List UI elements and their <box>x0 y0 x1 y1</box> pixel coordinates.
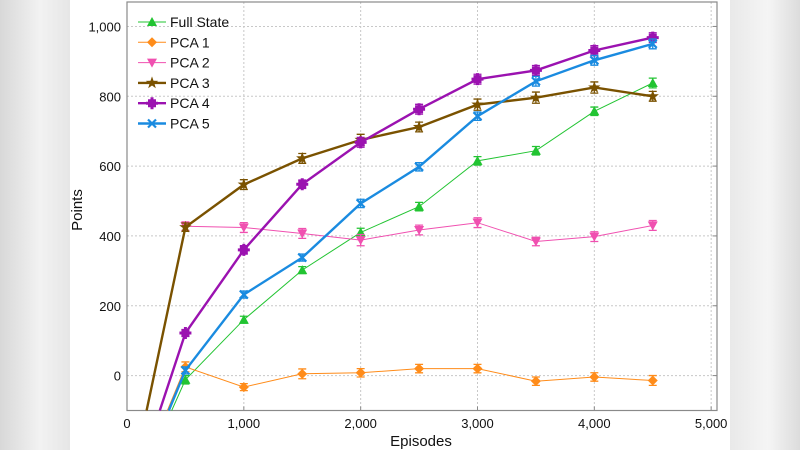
x-marker <box>472 111 483 121</box>
x-marker <box>355 198 366 209</box>
plus-square-marker <box>413 103 426 116</box>
legend-label: PCA 3 <box>170 75 210 91</box>
legend: Full State PCA 1 PCA 2 PCA 3 PCA 4 PCA 5 <box>138 14 229 132</box>
x-axis-label: Episodes <box>390 433 452 450</box>
y-tick-label: 200 <box>99 299 121 314</box>
triangle-down-marker <box>647 221 658 231</box>
y-tick-label: 400 <box>99 229 121 244</box>
series-full-state <box>171 77 658 411</box>
series-line <box>146 222 653 411</box>
diamond-marker <box>589 371 600 382</box>
triangle-up-marker <box>414 201 425 211</box>
series-pca-4 <box>158 31 659 411</box>
triangle-down-marker <box>147 58 157 68</box>
plus-square-marker <box>179 326 192 339</box>
star-marker <box>296 151 309 164</box>
legend-item: Full State <box>138 14 229 30</box>
triangle-down-marker <box>355 236 366 246</box>
legend-label: PCA 5 <box>170 116 210 132</box>
legend-label: Full State <box>170 14 229 30</box>
triangle-up-marker <box>589 106 600 116</box>
y-axis-label: Points <box>69 189 86 231</box>
triangle-up-marker <box>147 17 157 26</box>
x-marker <box>297 252 308 263</box>
x-marker <box>414 162 424 172</box>
x-tick-label: 2,000 <box>344 416 377 431</box>
plot-frame <box>126 1 718 412</box>
series-line <box>158 36 653 411</box>
x-tick-label: 3,000 <box>461 416 494 431</box>
x-marker <box>647 39 658 49</box>
x-marker <box>180 365 191 376</box>
triangle-down-marker <box>589 232 600 242</box>
triangle-down-marker <box>297 229 308 239</box>
series-line <box>167 42 654 411</box>
axes: 0 1,000 2,000 3,000 4,000 5,000 0 200 400 600 800 1… <box>88 1 728 431</box>
plus-square-marker <box>237 243 250 256</box>
plus-square-marker <box>354 136 367 149</box>
y-tick-label: 800 <box>99 89 121 104</box>
series-line <box>166 366 653 411</box>
star-marker <box>471 98 484 110</box>
triangle-up-marker <box>530 145 541 155</box>
plot-background <box>70 0 730 450</box>
star-marker <box>179 220 192 233</box>
diamond-marker <box>647 375 658 386</box>
x-marker <box>147 118 157 129</box>
triangle-up-marker <box>297 265 308 275</box>
x-marker <box>239 289 249 300</box>
series-layer <box>145 31 659 411</box>
y-tick-label: 0 <box>114 369 121 384</box>
triangle-up-marker <box>238 314 249 324</box>
triangle-down-marker <box>238 223 249 233</box>
x-tick-label: 1,000 <box>228 416 261 431</box>
diamond-marker <box>530 376 541 387</box>
diamond-marker <box>355 367 366 378</box>
triangle-down-marker <box>414 225 425 235</box>
legend-label: PCA 1 <box>170 34 210 50</box>
legend-item: PCA 3 <box>138 75 210 91</box>
legend-label: PCA 4 <box>170 95 210 111</box>
legend-item: PCA 4 <box>138 95 210 111</box>
legend-item: PCA 2 <box>138 55 210 71</box>
legend-item: PCA 1 <box>138 34 210 50</box>
x-tick-label: 0 <box>123 416 130 431</box>
series-pca-5 <box>167 38 658 411</box>
diamond-marker <box>147 37 157 48</box>
diamond-marker <box>414 363 425 374</box>
plus-square-marker <box>296 178 309 191</box>
legend-item: PCA 5 <box>138 116 210 132</box>
plus-square-marker <box>529 64 542 77</box>
star-marker <box>529 91 543 103</box>
diamond-marker <box>238 382 249 393</box>
y-tick-label: 1,000 <box>88 19 121 34</box>
triangle-up-marker <box>647 78 658 88</box>
plus-square-marker <box>146 97 158 110</box>
star-marker <box>237 178 250 190</box>
plus-square-marker <box>471 73 484 86</box>
series-pca-3 <box>145 81 659 411</box>
triangle-down-marker <box>530 237 541 247</box>
series-line <box>171 82 653 411</box>
series-pca-1 <box>166 361 658 411</box>
x-marker <box>531 76 541 87</box>
legend-label: PCA 2 <box>170 55 210 71</box>
y-tick-label: 600 <box>99 159 121 174</box>
star-marker <box>646 89 659 102</box>
triangle-up-marker <box>472 155 483 165</box>
star-marker <box>145 76 159 89</box>
plus-square-marker <box>588 44 601 57</box>
x-marker <box>589 55 600 66</box>
series-line <box>145 86 653 411</box>
triangle-up-marker <box>180 374 191 384</box>
diamond-marker <box>297 368 308 379</box>
triangle-down-marker <box>472 218 483 228</box>
x-tick-label: 4,000 <box>578 416 611 431</box>
star-marker <box>588 81 601 93</box>
star-marker <box>412 120 426 133</box>
x-tick-label: 5,000 <box>695 416 728 431</box>
diamond-marker <box>472 363 483 374</box>
